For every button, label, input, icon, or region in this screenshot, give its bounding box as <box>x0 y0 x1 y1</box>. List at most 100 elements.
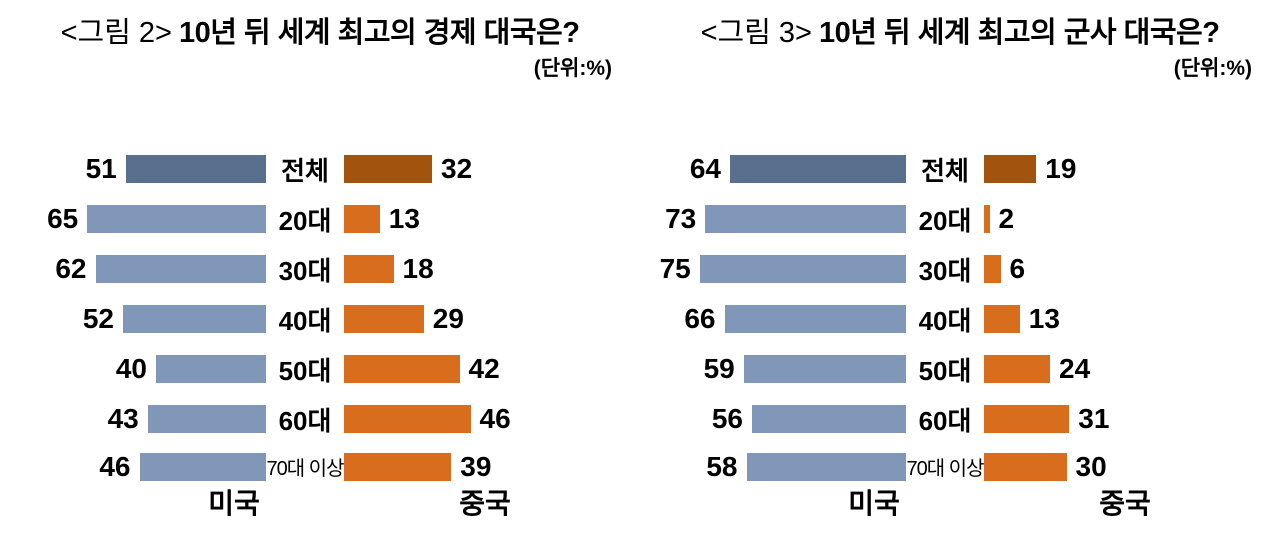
age-group-label: 전체 <box>281 155 329 186</box>
chart-header: <그림 2> 10년 뒤 세계 최고의 경제 대국은? (단위:%) <box>14 16 626 81</box>
category-zone: 70대 이상 <box>906 451 984 483</box>
china-bar-zone: 13 <box>344 201 626 238</box>
us-bar-zone: 64 <box>654 151 906 188</box>
axis-labels: 미국 중국 <box>654 482 1266 522</box>
chart-military-figure3: <그림 3> 10년 뒤 세계 최고의 군사 대국은? (단위:%) 64 전체 19… <box>640 0 1280 557</box>
category-zone: 50대 <box>906 351 984 388</box>
chart-row: 52 40대 29 <box>14 301 626 336</box>
category-zone: 40대 <box>266 301 344 338</box>
china-bar-zone: 18 <box>344 251 626 288</box>
figure-label: <그림 2> <box>60 17 172 49</box>
china-value-label: 24 <box>1059 353 1091 385</box>
us-bar-zone: 56 <box>654 401 906 438</box>
china-value-label: 30 <box>1075 450 1107 482</box>
chart-row: 62 30대 18 <box>14 251 626 286</box>
chart-row: 56 60대 31 <box>654 401 1266 436</box>
us-value-label: 43 <box>107 403 139 435</box>
us-bar-zone: 43 <box>14 401 266 438</box>
us-bar-zone: 66 <box>654 301 906 338</box>
chart-economy-figure2: <그림 2> 10년 뒤 세계 최고의 경제 대국은? (단위:%) 51 전체 32… <box>14 16 626 522</box>
us-value-label: 58 <box>706 450 738 482</box>
chart-plot-area: 51 전체 32 65 20대 13 62 30대 18 52 40대 29 40 50대 42 43 60대 4… <box>14 151 626 482</box>
china-bar-zone: 46 <box>344 401 626 438</box>
china-bar-zone: 42 <box>344 351 626 388</box>
us-bar <box>95 255 266 284</box>
china-bar <box>344 155 432 184</box>
us-bar <box>156 355 266 384</box>
us-bar <box>730 155 906 184</box>
china-bar-zone: 39 <box>344 451 626 483</box>
china-value-label: 6 <box>1009 253 1026 285</box>
category-zone: 60대 <box>906 401 984 438</box>
age-group-label: 30대 <box>918 255 972 286</box>
category-zone: 50대 <box>266 351 344 388</box>
china-axis-label: 중국 <box>1099 487 1151 519</box>
chart-row: 75 30대 6 <box>654 251 1266 286</box>
china-bar <box>344 305 424 334</box>
figure-label: <그림 3> <box>700 17 812 49</box>
us-value-label: 52 <box>82 303 114 335</box>
us-bar-zone: 52 <box>14 301 266 338</box>
category-zone: 40대 <box>906 301 984 338</box>
chart-title: 10년 뒤 세계 최고의 군사 대국은? <box>819 17 1220 49</box>
chart-row: 65 20대 13 <box>14 201 626 236</box>
chart-row: 59 50대 24 <box>654 351 1266 386</box>
us-bar <box>147 405 266 434</box>
unit-label: (단위:%) <box>533 56 612 80</box>
us-value-label: 59 <box>703 353 735 385</box>
china-bar-zone: 6 <box>984 251 1266 288</box>
china-bar <box>984 305 1020 334</box>
china-bar <box>984 405 1070 434</box>
axis-labels: 미국 중국 <box>14 482 626 522</box>
us-value-label: 46 <box>99 450 131 482</box>
us-bar <box>743 355 906 384</box>
china-value-label: 32 <box>441 153 473 185</box>
china-bar <box>344 452 452 481</box>
us-bar <box>123 305 266 334</box>
china-bar-zone: 30 <box>984 451 1266 483</box>
china-bar-zone: 13 <box>984 301 1266 338</box>
china-value-label: 2 <box>998 203 1015 235</box>
age-group-label: 60대 <box>278 405 332 436</box>
us-bar-zone: 59 <box>654 351 906 388</box>
china-bar-zone: 32 <box>344 151 626 188</box>
us-bar-zone: 40 <box>14 351 266 388</box>
us-value-label: 56 <box>711 403 743 435</box>
china-value-label: 31 <box>1078 403 1110 435</box>
us-value-label: 75 <box>659 253 691 285</box>
us-value-label: 40 <box>115 353 147 385</box>
category-zone: 전체 <box>266 151 344 188</box>
us-bar <box>87 205 266 234</box>
china-bar-zone: 31 <box>984 401 1266 438</box>
us-axis-label: 미국 <box>208 487 260 519</box>
china-bar <box>984 255 1001 284</box>
category-zone: 60대 <box>266 401 344 438</box>
chart-row: 51 전체 32 <box>14 151 626 186</box>
us-bar-zone: 62 <box>14 251 266 288</box>
china-bar <box>984 155 1037 184</box>
us-bar <box>699 255 906 284</box>
chart-row: 40 50대 42 <box>14 351 626 386</box>
chart-row: 64 전체 19 <box>654 151 1266 186</box>
china-value-label: 29 <box>432 303 464 335</box>
category-zone: 30대 <box>266 251 344 288</box>
age-group-label: 전체 <box>921 155 969 186</box>
china-value-label: 39 <box>460 450 492 482</box>
chart-row: 73 20대 2 <box>654 201 1266 236</box>
chart-row: 66 40대 13 <box>654 301 1266 336</box>
us-bar-zone: 58 <box>654 451 906 483</box>
us-bar-zone: 65 <box>14 201 266 238</box>
us-bar-zone: 75 <box>654 251 906 288</box>
china-bar <box>984 355 1050 384</box>
china-bar <box>344 355 460 384</box>
age-group-label: 30대 <box>278 255 332 286</box>
china-value-label: 13 <box>388 203 420 235</box>
category-zone: 20대 <box>266 201 344 238</box>
china-bar-zone: 29 <box>344 301 626 338</box>
us-value-label: 62 <box>55 253 87 285</box>
us-bar-zone: 46 <box>14 451 266 483</box>
chart-row: 46 70대 이상 39 <box>14 451 626 482</box>
china-bar-zone: 2 <box>984 201 1266 238</box>
us-bar <box>752 405 906 434</box>
